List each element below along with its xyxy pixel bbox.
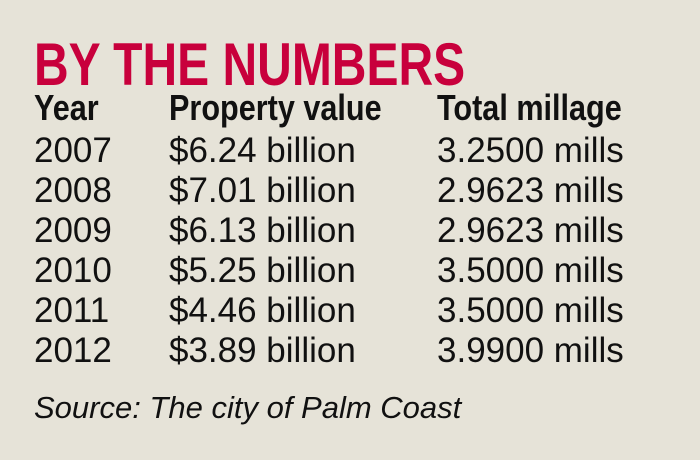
year-cell: 2008 xyxy=(34,171,112,210)
header-year: Year xyxy=(34,87,99,128)
millage-cell: 2.9623 mills xyxy=(437,211,624,250)
millage-cell: 3.5000 mills xyxy=(437,291,624,330)
table-row: 2009 $6.13 billion 2.9623 mills xyxy=(0,211,700,251)
header-total-millage: Total millage xyxy=(437,87,622,128)
year-cell: 2007 xyxy=(34,131,112,170)
year-cell: 2009 xyxy=(34,211,112,250)
year-cell: 2011 xyxy=(34,291,110,330)
property-value-cell: $6.24 billion xyxy=(169,131,356,170)
millage-cell: 2.9623 mills xyxy=(437,171,624,210)
table-row: 2012 $3.89 billion 3.9900 mills xyxy=(0,331,700,371)
table-header: Year Property value Total millage xyxy=(0,88,700,128)
property-value-cell: $3.89 billion xyxy=(169,331,356,370)
property-value-cell: $7.01 billion xyxy=(169,171,356,210)
millage-cell: 3.5000 mills xyxy=(437,251,624,290)
page-title: BY THE NUMBERS xyxy=(34,31,466,98)
table-row: 2007 $6.24 billion 3.2500 mills xyxy=(0,131,700,171)
year-cell: 2010 xyxy=(34,251,112,290)
source-note: Source: The city of Palm Coast xyxy=(34,390,462,425)
year-cell: 2012 xyxy=(34,331,112,370)
header-property-value: Property value xyxy=(169,87,382,128)
table-row: 2011 $4.46 billion 3.5000 mills xyxy=(0,291,700,331)
property-value-cell: $4.46 billion xyxy=(169,291,356,330)
property-value-cell: $6.13 billion xyxy=(169,211,356,250)
table-row: 2010 $5.25 billion 3.5000 mills xyxy=(0,251,700,291)
table-row: 2008 $7.01 billion 2.9623 mills xyxy=(0,171,700,211)
property-value-cell: $5.25 billion xyxy=(169,251,356,290)
millage-cell: 3.2500 mills xyxy=(437,131,624,170)
millage-cell: 3.9900 mills xyxy=(437,331,624,370)
